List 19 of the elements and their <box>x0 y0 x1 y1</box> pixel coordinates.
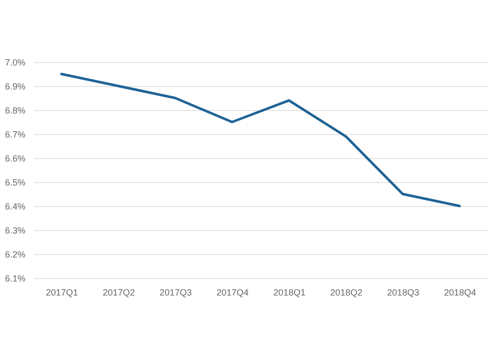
x-tick-label: 2017Q1 <box>46 288 78 298</box>
x-tick-label: 2017Q2 <box>102 288 135 298</box>
y-tick-label: 6.6% <box>4 154 26 164</box>
y-tick-label: 7.0% <box>4 58 26 68</box>
y-tick-label: 6.9% <box>4 82 26 92</box>
x-tick-label: 2017Q4 <box>216 288 249 298</box>
x-tick-label: 2018Q4 <box>444 288 476 298</box>
x-tick-label: 2018Q3 <box>387 288 420 298</box>
y-tick-label: 6.5% <box>4 178 26 188</box>
x-tick-label: 2018Q2 <box>330 288 362 298</box>
line-series <box>60 72 461 208</box>
y-tick-label: 6.7% <box>4 130 26 140</box>
y-tick-label: 6.3% <box>4 226 26 236</box>
y-tick-label: 6.4% <box>4 202 26 212</box>
y-tick-label: 6.8% <box>4 106 26 116</box>
y-tick-label: 6.1% <box>4 274 26 284</box>
x-tick-label: 2017Q3 <box>160 288 192 298</box>
x-tick-label: 2018Q1 <box>273 288 306 298</box>
y-tick-label: 6.2% <box>4 250 26 260</box>
